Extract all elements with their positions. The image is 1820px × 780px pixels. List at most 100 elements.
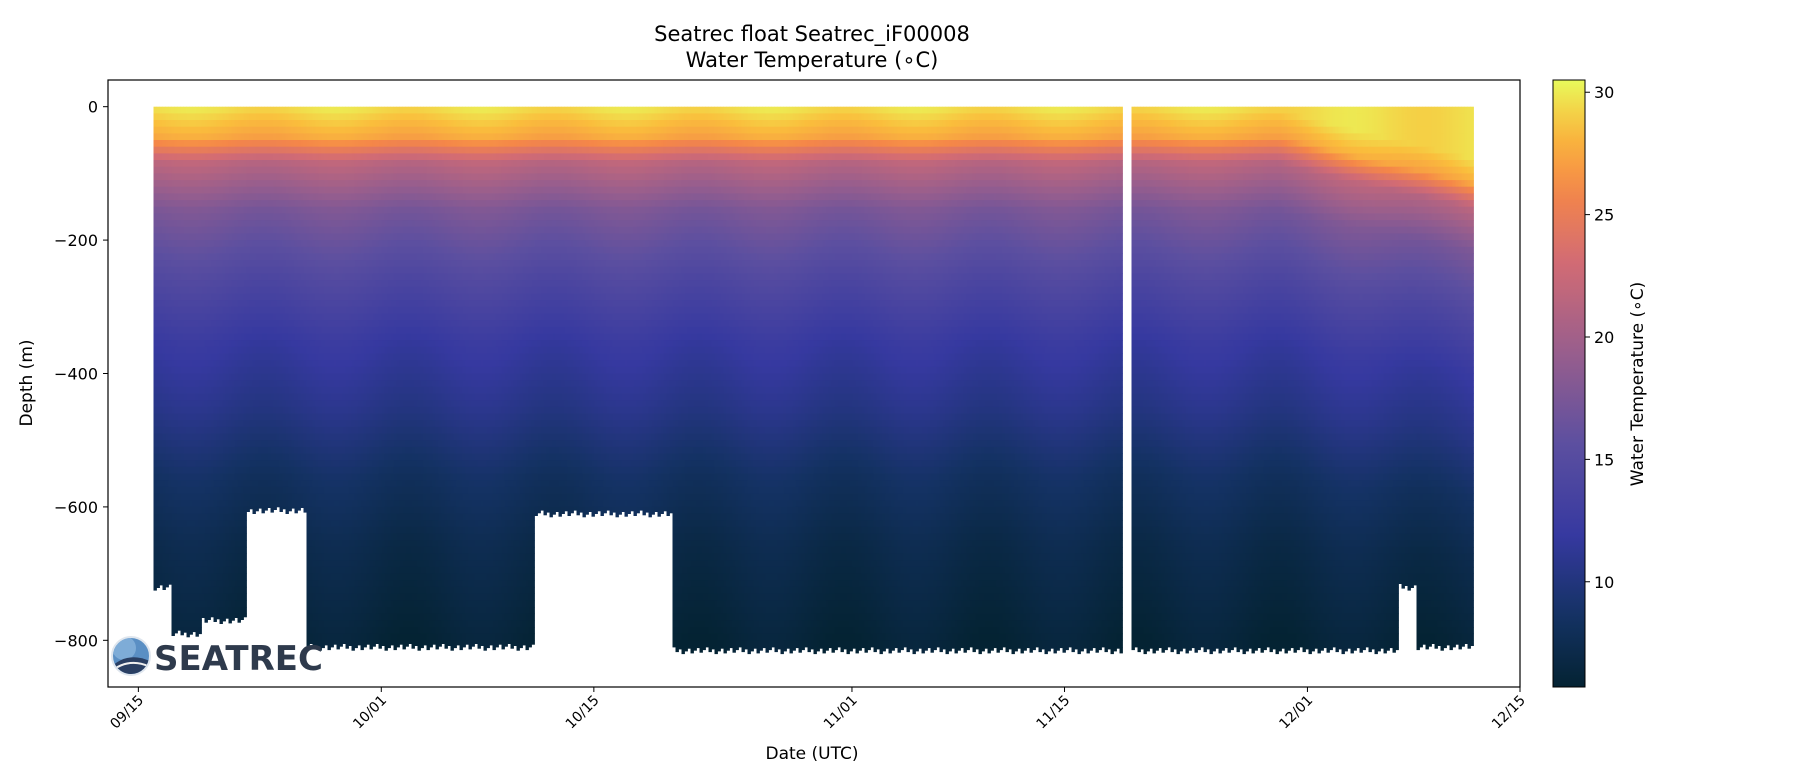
temperature-cell	[217, 167, 220, 174]
temperature-cell	[274, 420, 277, 427]
temperature-cell	[178, 567, 181, 574]
temperature-cell	[256, 487, 259, 494]
temperature-cell	[247, 440, 250, 447]
temperature-cell	[199, 220, 202, 227]
temperature-cell	[310, 594, 313, 601]
temperature-cell	[166, 160, 169, 167]
temperature-cell	[223, 267, 226, 274]
temperature-cell	[169, 327, 172, 334]
temperature-cell	[238, 547, 241, 554]
temperature-cell	[307, 620, 310, 627]
temperature-cell	[187, 627, 190, 634]
temperature-cell	[181, 594, 184, 601]
temperature-cell	[250, 207, 253, 214]
temperature-cell	[307, 207, 310, 214]
temperature-cell	[244, 567, 247, 574]
temperature-cell	[232, 294, 235, 301]
temperature-cell	[235, 414, 238, 421]
temperature-cell	[205, 220, 208, 227]
temperature-cell	[313, 474, 316, 481]
temperature-cell	[205, 427, 208, 434]
temperature-cell	[283, 440, 286, 447]
temperature-cell	[205, 140, 208, 147]
temperature-cell	[259, 327, 262, 334]
temperature-cell	[301, 354, 304, 361]
temperature-cell	[253, 380, 256, 387]
temperature-cell	[214, 467, 217, 474]
temperature-cell	[310, 213, 313, 220]
temperature-cell	[211, 207, 214, 214]
temperature-cell	[319, 133, 322, 140]
temperature-cell	[322, 187, 325, 194]
temperature-cell	[199, 273, 202, 280]
temperature-cell	[154, 540, 157, 547]
temperature-cell	[229, 334, 232, 341]
temperature-cell	[298, 480, 301, 487]
temperature-cell	[178, 534, 181, 541]
temperature-cell	[286, 133, 289, 140]
temperature-cell	[301, 220, 304, 227]
temperature-cell	[196, 360, 199, 367]
temperature-cell	[232, 260, 235, 267]
temperature-cell	[280, 280, 283, 287]
temperature-cell	[304, 287, 307, 294]
temperature-cell	[298, 147, 301, 154]
temperature-cell	[193, 514, 196, 521]
temperature-cell	[316, 307, 319, 314]
temperature-cell	[199, 153, 202, 160]
temperature-cell	[160, 200, 163, 207]
temperature-cell	[235, 614, 238, 618]
temperature-cell	[235, 307, 238, 314]
temperature-cell	[256, 220, 259, 227]
temperature-cell	[172, 547, 175, 554]
temperature-cell	[217, 227, 220, 234]
temperature-cell	[244, 160, 247, 167]
temperature-cell	[166, 287, 169, 294]
temperature-cell	[292, 260, 295, 267]
temperature-cell	[304, 253, 307, 260]
temperature-cell	[280, 287, 283, 294]
temperature-cell	[304, 374, 307, 381]
temperature-cell	[313, 287, 316, 294]
temperature-cell	[181, 354, 184, 361]
temperature-cell	[178, 447, 181, 454]
temperature-cell	[244, 207, 247, 214]
temperature-cell	[193, 167, 196, 174]
temperature-cell	[226, 554, 229, 561]
temperature-cell	[271, 474, 274, 481]
temperature-cell	[235, 574, 238, 581]
temperature-cell	[205, 167, 208, 174]
profile-column	[271, 107, 274, 513]
temperature-cell	[232, 407, 235, 414]
temperature-cell	[217, 354, 220, 361]
temperature-cell	[229, 253, 232, 260]
temperature-cell	[256, 440, 259, 447]
temperature-cell	[220, 334, 223, 341]
temperature-cell	[199, 387, 202, 394]
temperature-cell	[157, 447, 160, 454]
temperature-cell	[196, 207, 199, 214]
temperature-cell	[307, 193, 310, 200]
temperature-cell	[310, 574, 313, 581]
temperature-cell	[184, 580, 187, 587]
temperature-cell	[268, 427, 271, 434]
temperature-cell	[307, 280, 310, 287]
temperature-cell	[238, 440, 241, 447]
temperature-cell	[193, 347, 196, 354]
temperature-cell	[172, 560, 175, 567]
temperature-cell	[277, 327, 280, 334]
temperature-cell	[175, 107, 178, 114]
temperature-cell	[226, 607, 229, 614]
temperature-cell	[283, 253, 286, 260]
temperature-cell	[160, 307, 163, 314]
temperature-cell	[223, 620, 226, 621]
temperature-cell	[172, 240, 175, 247]
temperature-cell	[217, 574, 220, 581]
temperature-cell	[160, 153, 163, 160]
temperature-cell	[163, 160, 166, 167]
temperature-cell	[190, 480, 193, 487]
temperature-cell	[196, 540, 199, 547]
temperature-cell	[175, 394, 178, 401]
temperature-cell	[187, 133, 190, 140]
temperature-cell	[250, 120, 253, 127]
